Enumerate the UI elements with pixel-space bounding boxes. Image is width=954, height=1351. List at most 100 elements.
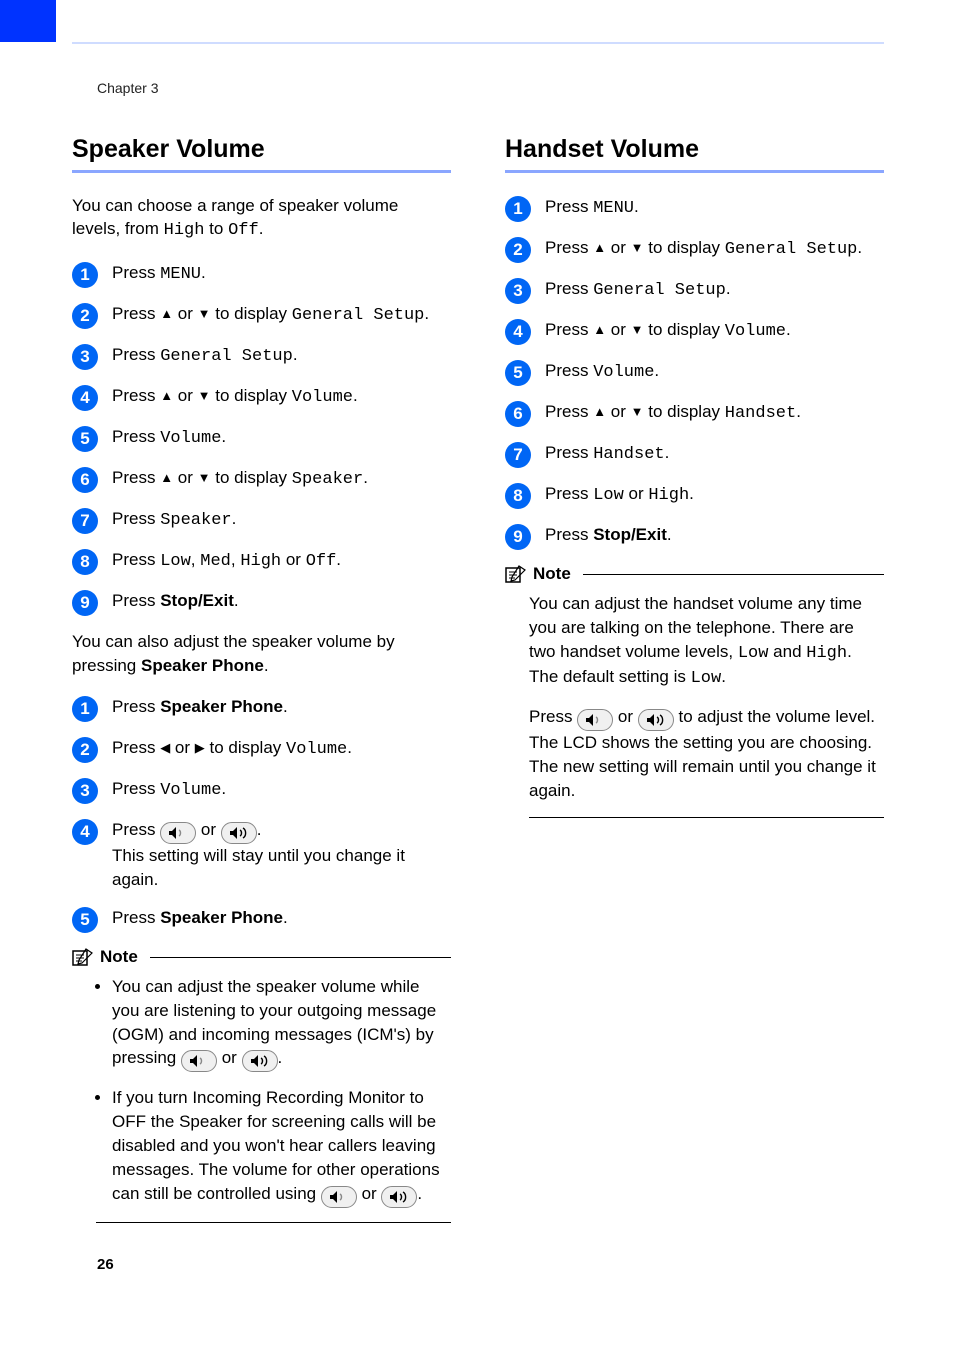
step: 2Press ▲ or ▼ to display General Setup. (505, 236, 884, 263)
step: 7Press Speaker. (72, 507, 451, 534)
text-fragment: ▲ (160, 470, 173, 485)
text-fragment: Press (112, 738, 160, 757)
step-number-badge: 6 (505, 401, 531, 427)
note-bullet: If you turn Incoming Recording Monitor t… (112, 1086, 451, 1207)
step-text: Press Speaker Phone. (112, 695, 288, 719)
text-fragment: Handset (593, 445, 664, 464)
text-fragment: General Setup (292, 306, 425, 325)
text-fragment: . (634, 197, 639, 216)
text-fragment: . (201, 263, 206, 282)
text-fragment: and (768, 642, 806, 661)
step-text: Press Speaker Phone. (112, 906, 288, 930)
text-fragment: Press (545, 197, 593, 216)
text-fragment: Speaker Phone (160, 908, 283, 927)
step-text: Press MENU. (112, 261, 206, 287)
text-fragment: . (857, 238, 862, 257)
text-fragment: Volume (725, 322, 786, 341)
step: 5Press Volume. (505, 359, 884, 386)
text-fragment: Press (545, 279, 593, 298)
text-fragment: or (173, 468, 198, 487)
note-bullet: You can adjust the speaker volume while … (112, 975, 451, 1072)
text-fragment: . (721, 667, 726, 686)
para2-bold: Speaker Phone (141, 656, 264, 675)
handset-note-p2: Press or to adjust the volume level. The… (505, 705, 884, 802)
step-text: Press General Setup. (545, 277, 731, 303)
step-text: Press ▲ or ▼ to display Speaker. (112, 466, 368, 492)
step-number-badge: 4 (72, 385, 98, 411)
handset-steps: 1Press MENU.2Press ▲ or ▼ to display Gen… (505, 195, 884, 550)
text-fragment: . (278, 1048, 283, 1067)
text-fragment: Press (112, 697, 160, 716)
text-fragment: Press (545, 320, 593, 339)
step-text: Press ▲ or ▼ to display Volume. (112, 384, 358, 410)
text-fragment: . (221, 779, 226, 798)
text-fragment: . (424, 304, 429, 323)
text-fragment: High (806, 644, 847, 663)
speaker-volume-intro: You can choose a range of speaker volume… (72, 195, 451, 243)
text-fragment: to display (205, 738, 286, 757)
text-fragment: . (689, 484, 694, 503)
text-fragment: Low (593, 486, 624, 505)
text-fragment: or (606, 402, 631, 421)
volume-up-icon (381, 1186, 417, 1208)
intro-mono-off: Off (228, 221, 259, 240)
title-rule (505, 170, 884, 173)
text-fragment: Handset (725, 404, 796, 423)
step-number-badge: 2 (72, 737, 98, 763)
text-fragment: Low (738, 644, 769, 663)
step-text: Press ▲ or ▼ to display General Setup. (545, 236, 862, 262)
note-icon (72, 947, 94, 967)
speaker-steps-a: 1Press MENU.2Press ▲ or ▼ to display Gen… (72, 261, 451, 616)
text-fragment: , (191, 550, 200, 569)
text-fragment: Press (545, 361, 593, 380)
text-fragment: . (336, 550, 341, 569)
text-fragment: Press (112, 304, 160, 323)
text-fragment: General Setup (593, 281, 726, 300)
step-text: Press Stop/Exit. (112, 589, 239, 613)
text-fragment: ▼ (631, 240, 644, 255)
text-fragment: Press (112, 591, 160, 610)
chapter-label: Chapter 3 (97, 80, 158, 96)
text-fragment: . (347, 738, 352, 757)
right-column: Handset Volume 1Press MENU.2Press ▲ or ▼… (505, 135, 884, 1223)
step: 6Press ▲ or ▼ to display Handset. (505, 400, 884, 427)
text-fragment: Press (545, 238, 593, 257)
text-fragment: to display (211, 386, 292, 405)
step-text: Press General Setup. (112, 343, 298, 369)
text-fragment: or (281, 550, 306, 569)
volume-down-icon (160, 822, 196, 844)
section-title-handset-volume: Handset Volume (505, 135, 884, 164)
step: 7Press Handset. (505, 441, 884, 468)
step-text: Press Volume. (112, 425, 226, 451)
step: 4Press ▲ or ▼ to display Volume. (505, 318, 884, 345)
intro-mid: to (204, 219, 228, 238)
text-fragment: Volume (593, 363, 654, 382)
text-fragment: . (417, 1184, 422, 1203)
text-fragment: . (726, 279, 731, 298)
note-end-rule (96, 1222, 451, 1223)
text-fragment: ▲ (593, 322, 606, 337)
text-fragment: Low (691, 669, 722, 688)
text-fragment: ▲ (160, 306, 173, 321)
text-fragment: Stop/Exit (160, 591, 234, 610)
text-fragment: Press (112, 345, 160, 364)
text-fragment: High (648, 486, 689, 505)
text-fragment: to display (644, 320, 725, 339)
step-number-badge: 6 (72, 467, 98, 493)
text-fragment: or (173, 304, 198, 323)
text-fragment: or (217, 1048, 242, 1067)
volume-up-icon (638, 709, 674, 731)
text-fragment: or (170, 738, 195, 757)
header-rule (72, 42, 884, 44)
text-fragment: Volume (286, 740, 347, 759)
step: 6 Press ▲ or ▼ to display Speaker. (72, 466, 451, 493)
text-fragment: . (221, 427, 226, 446)
text-fragment: MENU (160, 265, 201, 284)
step-text: Press Stop/Exit. (545, 523, 672, 547)
step: 2Press ◀ or ▶ to display Volume. (72, 736, 451, 763)
note-block-speaker: Note You can adjust the speaker volume w… (72, 947, 451, 1223)
title-rule (72, 170, 451, 173)
handset-note-p1: You can adjust the handset volume any ti… (505, 592, 884, 691)
page-number: 26 (97, 1256, 114, 1273)
text-fragment: or (357, 1184, 382, 1203)
